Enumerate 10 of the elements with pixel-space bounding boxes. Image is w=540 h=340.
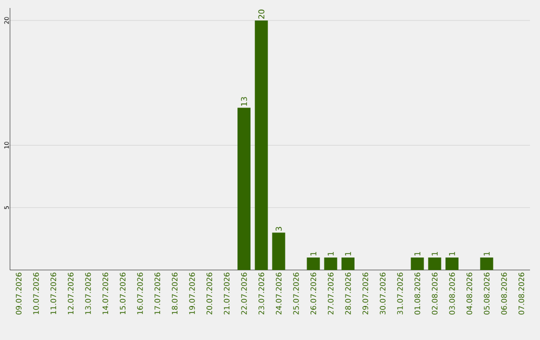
bar: [272, 232, 286, 270]
bar: [480, 258, 494, 270]
bar: [342, 258, 355, 270]
bar: [446, 258, 459, 270]
bar: [428, 258, 442, 270]
bar: [306, 258, 320, 270]
bar: [324, 258, 338, 270]
bar: [254, 20, 268, 270]
bar: [410, 258, 424, 270]
bar: [238, 108, 251, 270]
